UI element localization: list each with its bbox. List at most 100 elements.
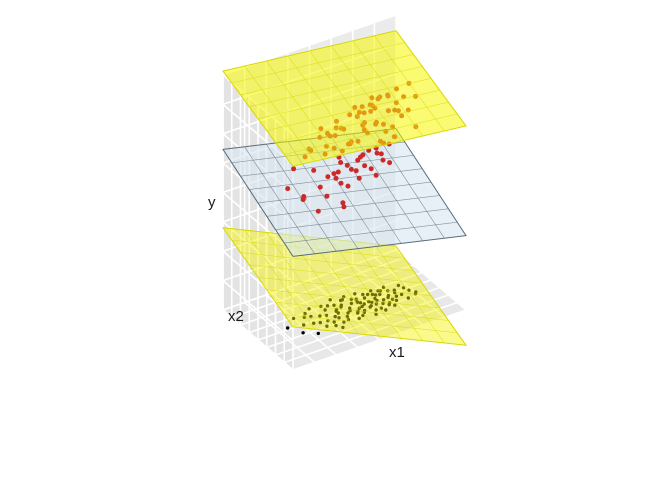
data-point	[345, 183, 351, 189]
projected-point	[356, 311, 360, 315]
upper-band-mesh-line	[257, 77, 432, 120]
data-point	[338, 160, 344, 165]
projected-point	[390, 297, 395, 301]
data-point	[378, 151, 384, 157]
data-point	[315, 208, 321, 214]
projected-point	[378, 292, 382, 297]
floor-grid-line	[257, 279, 432, 341]
data-point	[324, 193, 330, 199]
projected-point	[370, 292, 375, 297]
projected-point	[374, 312, 378, 316]
upper-band-mesh-line	[240, 54, 414, 96]
projected-point	[361, 292, 365, 297]
projected-point	[323, 308, 327, 312]
data-point	[335, 169, 341, 175]
data-point	[340, 200, 346, 206]
lower-band-mesh-line	[249, 264, 423, 284]
fitted-mesh-line	[352, 133, 424, 241]
upper-band-mesh-line	[249, 66, 423, 108]
projected-point	[334, 323, 338, 328]
projected-point	[346, 311, 350, 315]
lower-band-mesh-line	[352, 241, 423, 341]
data-point	[348, 166, 354, 172]
projected-point	[406, 296, 410, 300]
projected-point	[332, 303, 336, 307]
floor-grid-line	[240, 264, 414, 326]
data-point	[311, 167, 317, 173]
lower-band-mesh-line	[257, 277, 432, 296]
data-point	[344, 162, 350, 168]
projected-point	[373, 293, 378, 297]
projected-point	[301, 331, 305, 335]
fitted-mesh-line	[257, 181, 432, 204]
lower-band-mesh-line	[330, 239, 402, 339]
side-grid-line	[222, 191, 294, 254]
projected-point	[302, 323, 306, 327]
side-grid-line	[222, 309, 294, 371]
data-point	[374, 150, 380, 156]
data-point	[353, 168, 359, 174]
data-point	[362, 163, 368, 169]
y-axis-label: x2	[228, 308, 244, 325]
projected-point	[338, 298, 343, 303]
projected-point	[326, 319, 330, 323]
back-grid-line	[222, 249, 397, 311]
data-point	[360, 152, 366, 158]
data-point	[291, 166, 297, 172]
floor-grid-line	[231, 256, 406, 319]
data-point	[368, 166, 374, 172]
upper-band-mesh-line	[352, 40, 423, 137]
data-point	[325, 174, 331, 180]
projected-point	[325, 304, 330, 308]
projected-point	[381, 298, 386, 302]
projected-point	[386, 295, 390, 300]
projected-point	[401, 286, 406, 290]
side-grid-line	[222, 221, 294, 283]
projected-point	[316, 331, 320, 336]
projected-point	[394, 294, 399, 298]
projected-point	[370, 300, 374, 304]
projected-point	[358, 301, 363, 305]
projected-point	[387, 302, 391, 307]
data-point	[387, 160, 393, 166]
upper-band-mesh-line	[231, 42, 405, 84]
projected-point	[399, 292, 404, 297]
data-point	[317, 184, 323, 190]
projected-point	[328, 298, 332, 302]
projected-point	[374, 308, 378, 312]
data-point	[341, 204, 347, 210]
projected-point	[325, 324, 329, 328]
upper-band-plane	[222, 30, 467, 167]
projected-point	[362, 296, 367, 300]
projected-point	[333, 314, 337, 319]
side-grid-line	[222, 280, 294, 342]
data-point	[356, 175, 362, 181]
lower-band-mesh-line	[374, 243, 445, 344]
projected-point	[353, 292, 357, 296]
projected-point	[318, 320, 322, 325]
projected-point	[318, 314, 322, 318]
projected-point	[362, 302, 366, 306]
projected-point	[369, 289, 373, 293]
projected-point	[360, 304, 364, 309]
data-point	[331, 171, 337, 177]
fitted-mesh-line	[374, 131, 445, 239]
data-point	[338, 180, 344, 186]
data-point	[285, 186, 291, 192]
projected-point	[334, 309, 338, 313]
projected-point	[368, 305, 372, 309]
data-point	[380, 157, 386, 163]
projected-point	[361, 313, 365, 318]
projected-point	[291, 316, 296, 321]
lower-band-mesh-line	[240, 252, 414, 272]
projected-point	[357, 316, 361, 321]
projected-point	[393, 303, 397, 307]
data-point	[301, 194, 307, 199]
data-point	[373, 172, 379, 178]
projected-point	[396, 283, 401, 288]
projected-point	[341, 325, 345, 330]
side-grid-line	[222, 250, 294, 312]
projected-point	[339, 305, 343, 309]
upper-band-mesh-line	[374, 35, 445, 132]
